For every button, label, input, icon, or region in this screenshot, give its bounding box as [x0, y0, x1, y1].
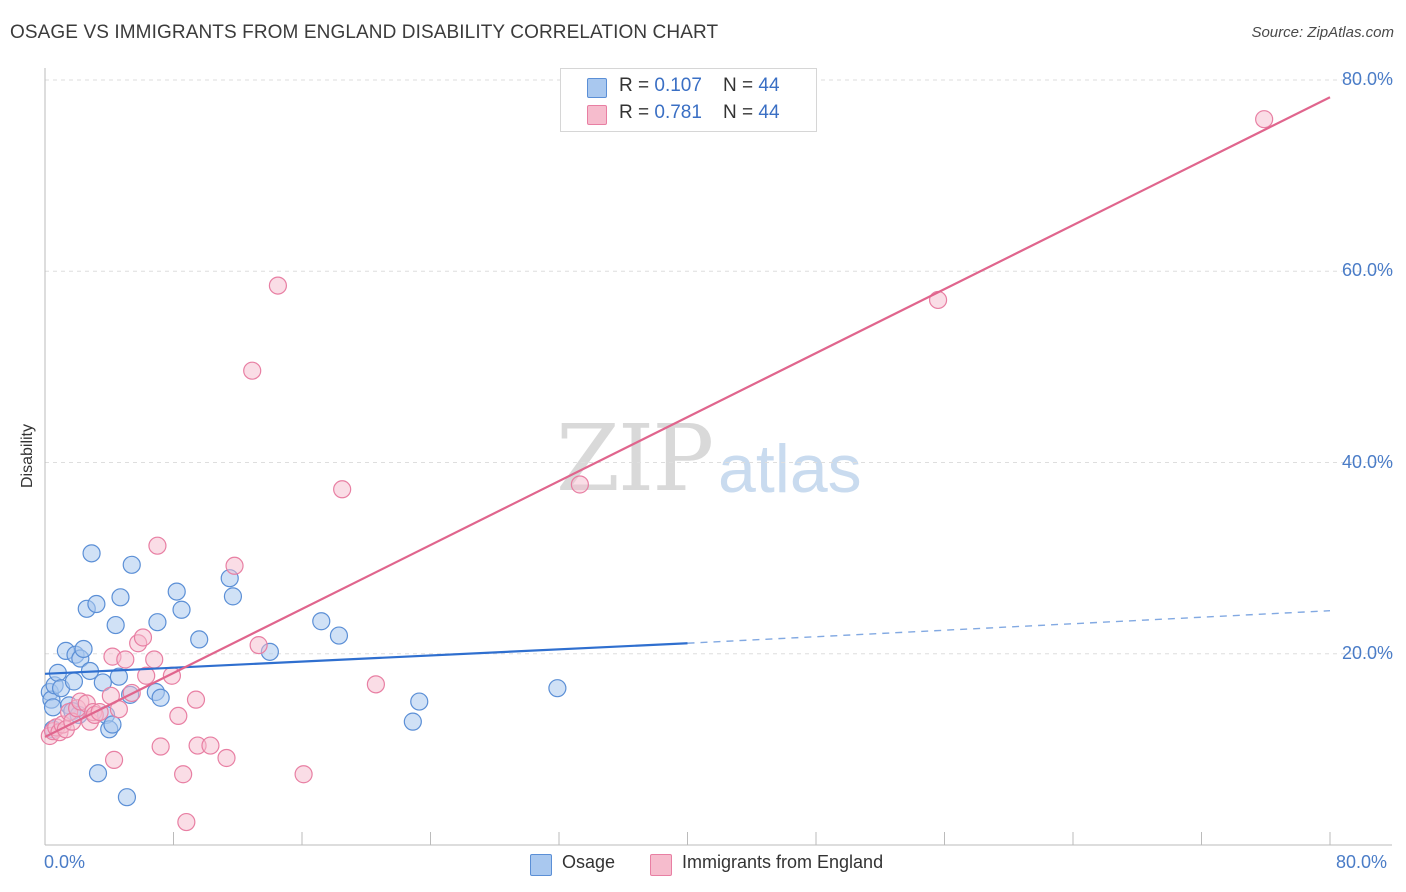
- correlation-legend: R = 0.107 N = 44 R = 0.781 N = 44: [560, 68, 817, 132]
- legend-label-england: Immigrants from England: [682, 852, 884, 872]
- osage-point: [223, 587, 243, 606]
- england-point: [249, 636, 268, 655]
- osage-point: [172, 600, 191, 619]
- england-point: [148, 536, 167, 555]
- x-tick-label-min: 0.0%: [44, 852, 86, 872]
- osage-point: [109, 667, 128, 686]
- england-trend-line: [44, 96, 1331, 738]
- osage-point: [74, 639, 93, 659]
- legend-row-england-text: R = 0.781 N = 44: [619, 102, 780, 124]
- osage-point: [64, 672, 84, 691]
- source-label: Source: ZipAtlas.com: [1251, 24, 1394, 41]
- legend-label-osage: Osage: [562, 852, 616, 872]
- england-point: [1255, 110, 1274, 129]
- osage-point: [93, 673, 112, 692]
- watermark-zip: ZIP: [556, 405, 714, 512]
- england-swatch: [587, 105, 607, 125]
- chart-title: OSAGE VS IMMIGRANTS FROM ENGLAND DISABIL…: [10, 22, 719, 43]
- england-point: [186, 690, 206, 709]
- england-point: [333, 480, 352, 499]
- england-point: [928, 290, 948, 310]
- osage-trend-extension: [687, 610, 1331, 644]
- n-label: N =: [723, 102, 759, 123]
- n-value: 44: [758, 102, 780, 123]
- england-point: [217, 748, 236, 768]
- england-point: [201, 736, 220, 755]
- osage-point: [148, 613, 167, 632]
- england-point: [174, 765, 193, 784]
- y-tick-label: 60.0%: [1341, 260, 1393, 281]
- watermark-atlas: atlas: [718, 431, 862, 507]
- n-label: N =: [723, 75, 759, 96]
- r-value: 0.107: [654, 75, 702, 96]
- x-tick-label-max: 80.0%: [1336, 852, 1388, 872]
- y-tick-label: 80.0%: [1341, 69, 1393, 89]
- osage-point: [111, 588, 130, 607]
- england-point: [225, 556, 244, 575]
- y-tick-label: 20.0%: [1341, 642, 1393, 663]
- y-tick-label: 40.0%: [1341, 451, 1393, 472]
- n-value: 44: [758, 75, 780, 96]
- osage-point: [190, 630, 209, 649]
- osage-trend-line: [44, 642, 688, 675]
- osage-point: [117, 788, 137, 807]
- england-point: [151, 737, 170, 756]
- osage-point: [88, 764, 108, 783]
- osage-point: [329, 626, 349, 645]
- osage-point: [151, 688, 170, 707]
- england-point: [268, 276, 288, 295]
- osage-point: [548, 679, 567, 698]
- england-point: [116, 650, 135, 669]
- legend-row-osage-text: R = 0.107 N = 44: [619, 75, 780, 97]
- osage-swatch: [530, 854, 552, 876]
- r-label: R =: [619, 102, 655, 123]
- england-swatch: [650, 854, 672, 876]
- osage-point: [410, 692, 429, 711]
- england-point: [294, 765, 313, 784]
- y-axis-title: Disability: [19, 423, 36, 489]
- osage-point: [87, 594, 106, 614]
- osage-point: [122, 555, 141, 574]
- england-point: [145, 650, 164, 669]
- england-point: [366, 675, 385, 694]
- osage-point: [103, 715, 122, 734]
- england-point: [169, 706, 188, 726]
- england-point: [137, 666, 156, 685]
- england-point: [133, 628, 153, 647]
- r-value: 0.781: [654, 102, 702, 123]
- osage-point: [43, 698, 63, 717]
- osage-swatch: [587, 78, 607, 98]
- r-label: R =: [619, 75, 655, 96]
- osage-point: [403, 712, 422, 731]
- osage-point: [312, 612, 331, 631]
- osage-point: [106, 615, 125, 635]
- osage-point: [167, 582, 186, 601]
- england-point: [104, 750, 124, 769]
- osage-point: [82, 544, 101, 563]
- england-point: [570, 475, 589, 494]
- england-point: [243, 361, 262, 380]
- england-point: [177, 812, 196, 832]
